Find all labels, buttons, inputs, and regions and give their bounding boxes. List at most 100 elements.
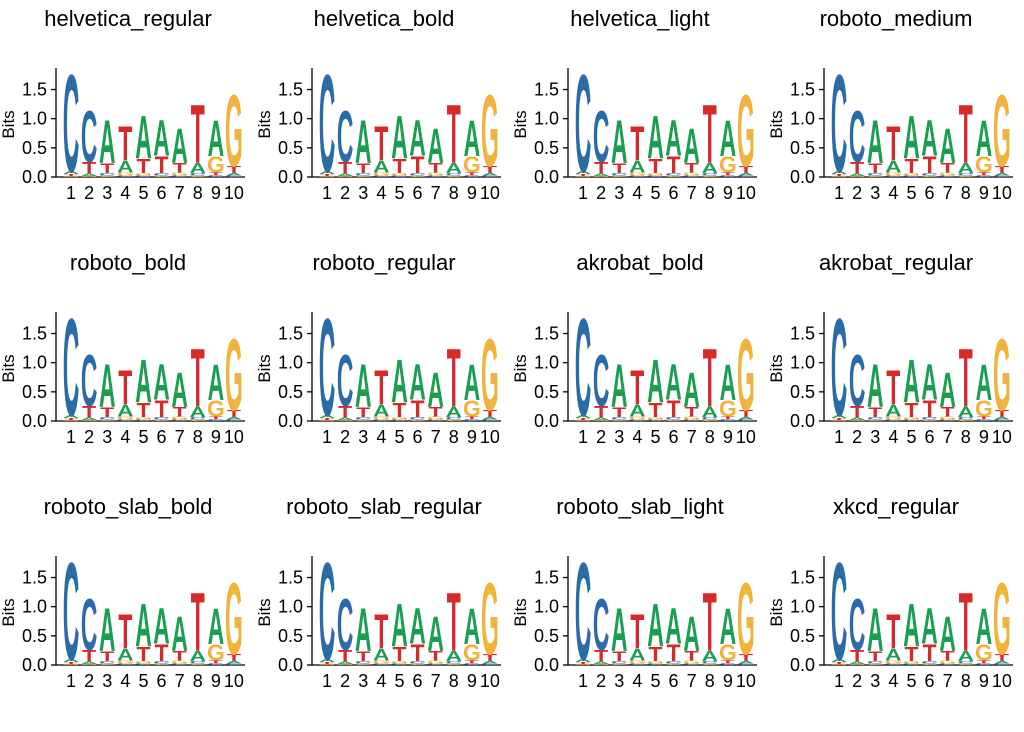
logo-letter: A — [593, 417, 610, 421]
svg-text:C: C — [153, 172, 170, 176]
logo-letter: G — [116, 660, 134, 664]
logo-panel: roboto_slab_regular Bits 0.0 0.5 1.0 1.5 1 G T A C… — [256, 488, 512, 732]
logo-letter: T — [576, 662, 590, 665]
svg-text:G: G — [80, 176, 98, 178]
logo-letter: T — [136, 398, 150, 422]
svg-text:G: G — [848, 176, 866, 178]
x-tick-label: 7 — [175, 183, 185, 203]
logo-letter: T — [209, 660, 223, 664]
logo-letter: T — [612, 161, 627, 176]
logo-letter: T — [483, 652, 497, 663]
logo-letter: T — [923, 152, 937, 179]
svg-text:G: G — [207, 639, 225, 665]
y-tick-label: 0.5 — [22, 626, 47, 646]
logo-letter: G — [98, 175, 116, 178]
svg-text:G: G — [921, 419, 939, 422]
svg-text:A: A — [939, 363, 956, 418]
logo-letter: T — [904, 398, 918, 422]
x-tick-label: 1 — [322, 671, 332, 691]
svg-text:A: A — [629, 402, 646, 420]
logo-panel: xkcd_regular Bits 0.0 0.5 1.0 1.5 1 G T A C 2 G A T C 3 G… — [768, 488, 1024, 732]
svg-text:A: A — [135, 347, 152, 416]
x-tick-label: 5 — [394, 183, 404, 203]
logo-letter: G — [647, 172, 665, 176]
logo-letter: A — [629, 646, 646, 664]
logo-letter: A — [153, 598, 170, 655]
logo-letter: A — [885, 158, 902, 176]
x-tick-label: 8 — [193, 183, 203, 203]
x-tick-label: 4 — [632, 183, 642, 203]
x-tick-label: 5 — [906, 183, 916, 203]
svg-text:C: C — [720, 419, 737, 422]
svg-text:G: G — [975, 151, 993, 177]
logo-letter: G — [975, 395, 993, 421]
logo-letter: T — [886, 117, 900, 172]
svg-text:C: C — [445, 172, 462, 176]
panel-title: roboto_regular — [312, 250, 456, 275]
svg-text:G: G — [98, 663, 116, 666]
logo-letter: T — [630, 605, 644, 660]
svg-text:G: G — [409, 419, 427, 422]
logo-panel: helvetica_regular Bits 0.0 0.5 1.0 1.5 1 G T A C 2 G… — [0, 0, 256, 244]
logo-letter: A — [189, 649, 206, 665]
svg-text:C: C — [665, 660, 682, 664]
svg-text:A: A — [337, 173, 354, 177]
svg-text:C: C — [63, 291, 80, 446]
logo-letter: T — [832, 418, 846, 421]
logo-letter: G — [207, 639, 225, 665]
svg-text:A: A — [921, 354, 938, 411]
logo-letter: A — [665, 354, 682, 411]
y-tick-label: 0.5 — [790, 138, 815, 158]
svg-text:A: A — [831, 171, 848, 175]
logo-letter: A — [319, 171, 336, 175]
logo-panel: akrobat_bold Bits 0.0 0.5 1.0 1.5 1 G T A C 2 G A T C 3 G… — [512, 244, 768, 488]
y-tick-label: 0.5 — [278, 382, 303, 402]
logo-letter: T — [411, 396, 425, 423]
svg-text:T: T — [886, 117, 900, 172]
svg-text:G: G — [647, 416, 665, 420]
svg-text:A: A — [903, 103, 920, 172]
x-tick-label: 2 — [596, 427, 606, 447]
svg-text:G: G — [592, 176, 610, 178]
svg-text:T: T — [923, 152, 937, 179]
logo-letter: C — [665, 416, 682, 420]
logo-letter: A — [575, 415, 592, 419]
logo-letter: G — [171, 660, 189, 664]
svg-text:G: G — [665, 419, 683, 422]
svg-text:G: G — [957, 175, 975, 178]
logo-letter: G — [610, 419, 628, 422]
logo-letter: A — [957, 649, 974, 665]
svg-text:T: T — [576, 174, 590, 177]
logo-letter: T — [721, 172, 735, 176]
svg-text:T: T — [667, 152, 681, 179]
svg-text:G: G — [135, 416, 153, 420]
svg-text:T: T — [447, 575, 461, 668]
svg-text:T: T — [739, 408, 753, 419]
logo-letter: T — [995, 408, 1009, 419]
logo-letter: A — [189, 161, 206, 177]
logo-letter: G — [116, 416, 134, 420]
svg-text:C: C — [99, 416, 116, 420]
x-tick-label: 9 — [211, 427, 221, 447]
svg-text:C: C — [738, 663, 755, 666]
logo-letter: G — [830, 664, 848, 666]
svg-text:C: C — [427, 419, 444, 422]
logo-letter: G — [62, 664, 80, 666]
svg-text:G: G — [116, 416, 134, 420]
logo-letter: T — [739, 408, 753, 419]
logo-letter: A — [391, 591, 408, 660]
x-tick-label: 2 — [84, 427, 94, 447]
x-tick-label: 9 — [211, 671, 221, 691]
svg-text:A: A — [575, 171, 592, 175]
svg-text:A: A — [665, 354, 682, 411]
svg-text:A: A — [63, 415, 80, 419]
logo-letter: T — [868, 649, 883, 664]
svg-text:T: T — [100, 161, 115, 176]
logo-letter: G — [884, 416, 902, 420]
svg-text:C: C — [355, 416, 372, 420]
logo-letter: C — [153, 172, 170, 176]
logo-letter: T — [173, 649, 188, 664]
